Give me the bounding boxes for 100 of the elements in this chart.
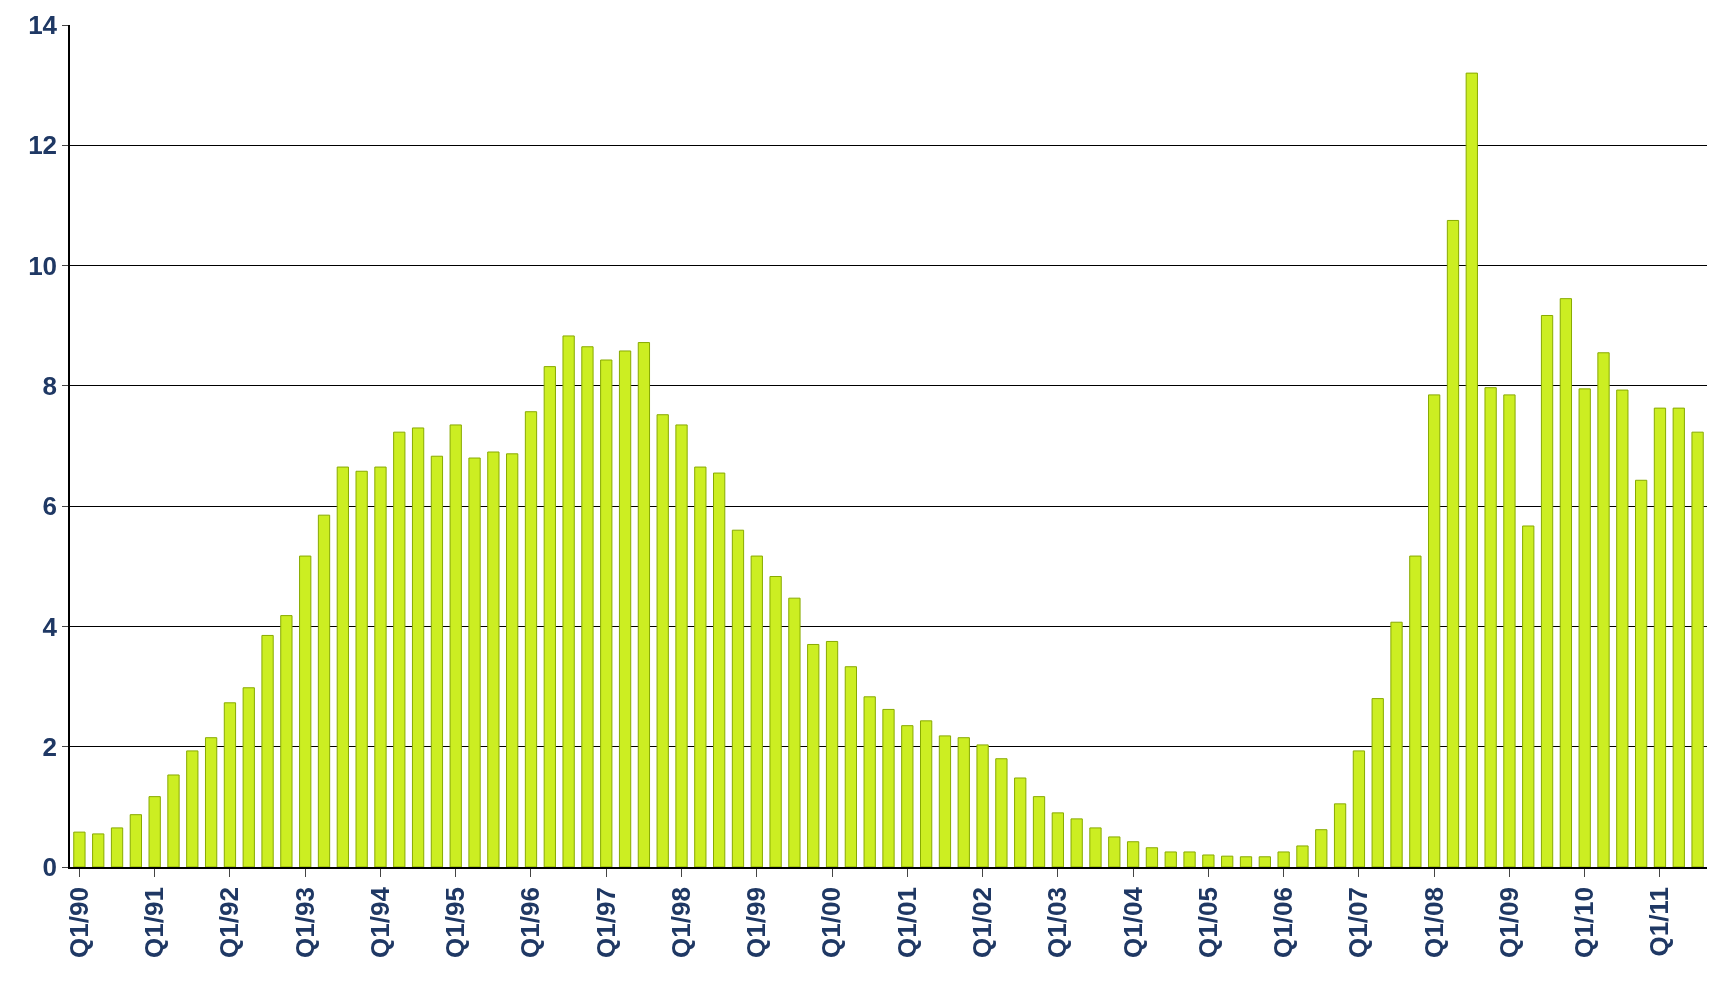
y-tick-label: 14 [28,10,58,41]
bar [317,514,331,867]
bar [506,453,519,867]
bar [694,466,707,867]
bar [1522,525,1535,867]
bar [637,342,651,867]
bar [110,827,124,867]
bar [280,615,293,867]
bar [1258,856,1271,867]
bar [1371,698,1384,867]
x-tick-label: Q1/08 [1418,887,1449,958]
bar [713,472,726,867]
bar [1333,803,1347,867]
bar [995,758,1008,867]
x-tick-label: Q1/02 [967,887,998,958]
bar [901,725,914,867]
bar [1597,352,1610,867]
bar [1691,431,1704,867]
bar [430,455,444,867]
bar [731,529,745,867]
y-tick-label: 10 [28,250,58,281]
bar [73,831,86,867]
bar [675,424,688,867]
x-tick-label: Q1/93 [289,887,320,958]
x-tick-label: Q1/99 [741,887,772,958]
bar [562,335,575,867]
bar [1032,796,1046,867]
y-tick-label: 0 [42,852,58,883]
bar [750,555,763,867]
bar [656,414,669,867]
x-tick-label: Q1/11 [1644,887,1675,957]
bar [449,424,462,867]
bar [1352,750,1366,867]
x-tick-label: Q1/05 [1192,887,1223,958]
bar [242,687,255,867]
x-tick-label: Q1/94 [364,886,395,958]
bar [1635,479,1648,867]
bar [524,411,538,867]
bar [769,576,782,867]
bar [1672,407,1685,867]
x-tick-label: Q1/01 [891,887,922,958]
bar [1578,388,1591,867]
bar [1239,856,1253,867]
x-tick-label: Q1/98 [665,887,696,958]
bar [1164,851,1177,867]
bar [1051,812,1064,867]
x-tick-label: Q1/91 [139,887,170,958]
bar [1202,854,1215,867]
bar [1108,836,1121,867]
x-tick-label: Q1/95 [440,887,471,958]
x-tick-label: Q1/10 [1569,887,1600,958]
bar [581,346,594,867]
x-tick-label: Q1/09 [1493,887,1524,958]
y-tick-label: 2 [42,731,58,762]
bar [1126,841,1140,867]
bar [1014,777,1027,867]
bar [1183,851,1196,867]
bar [393,431,406,867]
bar [487,451,500,867]
bar [1503,394,1516,867]
bar [919,720,933,867]
bar [938,735,952,867]
y-tick-label: 6 [42,491,58,522]
bar [1428,394,1441,867]
x-tick-label: Q1/90 [63,887,94,958]
bar [374,466,387,867]
bar [148,796,161,867]
bar [468,457,481,867]
bar [92,833,105,867]
bar [261,634,274,867]
bar [1296,845,1309,867]
y-tick-label: 4 [42,611,58,642]
bar [1484,387,1497,867]
bar [844,666,858,867]
bar [223,702,237,867]
bar [863,696,876,867]
bar [1446,219,1460,867]
bar [1390,621,1403,867]
bar [167,774,180,867]
y-tick-label: 8 [42,370,58,401]
x-tick-label: Q1/07 [1343,887,1374,958]
bar [882,708,895,867]
bar [1221,855,1234,867]
bar [299,555,312,867]
x-tick-label: Q1/97 [590,887,621,958]
x-tick-label: Q1/04 [1117,886,1148,958]
bar [1653,407,1667,867]
bar [1540,314,1554,867]
bar [1616,389,1629,867]
bar [186,750,199,867]
bar [411,427,425,867]
bar [600,359,613,867]
x-tick-label: Q1/92 [214,887,245,958]
bar [618,350,632,867]
bar [1559,298,1573,867]
x-tick-label: Q1/00 [816,887,847,958]
y-tick-label: 12 [28,130,58,161]
bar [1277,851,1290,867]
bar [976,744,989,867]
bar [355,470,368,867]
